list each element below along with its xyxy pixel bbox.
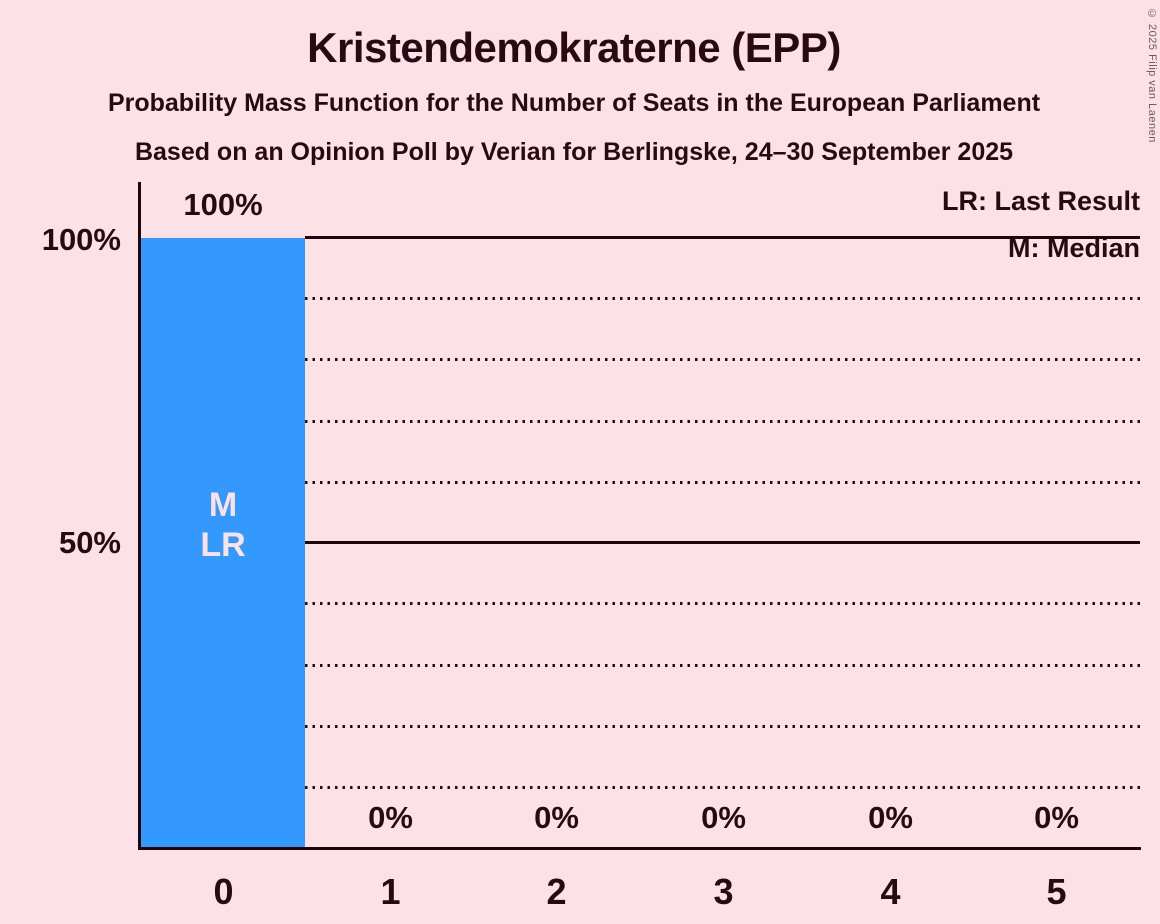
x-tick-label-4: 4 bbox=[880, 871, 901, 912]
chart-source-note: Based on an Opinion Poll by Verian for B… bbox=[134, 138, 1014, 166]
gridline-30pct bbox=[305, 664, 1140, 667]
gridline-70pct bbox=[305, 420, 1140, 423]
y-axis-label-50: 50% bbox=[58, 525, 121, 560]
bar-median-lastresult-markers: M LR bbox=[141, 485, 305, 565]
x-tick-label-0: 0 bbox=[213, 871, 234, 912]
gridline-90pct bbox=[305, 297, 1140, 300]
x-tick-label-3: 3 bbox=[713, 871, 734, 912]
gridline-20pct bbox=[305, 725, 1140, 728]
bar-value-label-seat-4: 0% bbox=[868, 800, 913, 835]
x-axis-line bbox=[138, 847, 1141, 850]
last-result-marker: LR bbox=[200, 526, 246, 564]
y-axis-label-100: 100% bbox=[41, 222, 121, 257]
x-tick-label-5: 5 bbox=[1046, 871, 1067, 912]
gridline-60pct bbox=[305, 481, 1140, 484]
chart-title: Kristendemokraterne (EPP) bbox=[307, 24, 841, 71]
x-tick-label-2: 2 bbox=[546, 871, 567, 912]
gridline-10pct bbox=[305, 786, 1140, 789]
bar-value-label-seat-1: 0% bbox=[368, 800, 413, 835]
x-tick-label-1: 1 bbox=[380, 871, 401, 912]
gridline-100pct bbox=[305, 236, 1140, 239]
gridline-50pct bbox=[305, 541, 1140, 544]
y-axis-line bbox=[138, 182, 141, 850]
bar-value-label-seat-0: 100% bbox=[183, 187, 263, 222]
chart-subtitle: Probability Mass Function for the Number… bbox=[107, 89, 1041, 117]
legend-last-result: LR: Last Result bbox=[941, 186, 1140, 216]
bar-value-label-seat-5: 0% bbox=[1034, 800, 1079, 835]
copyright-note: © 2025 Filip van Laenen bbox=[1146, 8, 1158, 143]
median-marker: M bbox=[208, 486, 238, 524]
gridline-40pct bbox=[305, 602, 1140, 605]
bar-value-label-seat-3: 0% bbox=[701, 800, 746, 835]
gridline-80pct bbox=[305, 358, 1140, 361]
bar-seat-0: M LR bbox=[141, 238, 305, 847]
bar-value-label-seat-2: 0% bbox=[534, 800, 579, 835]
